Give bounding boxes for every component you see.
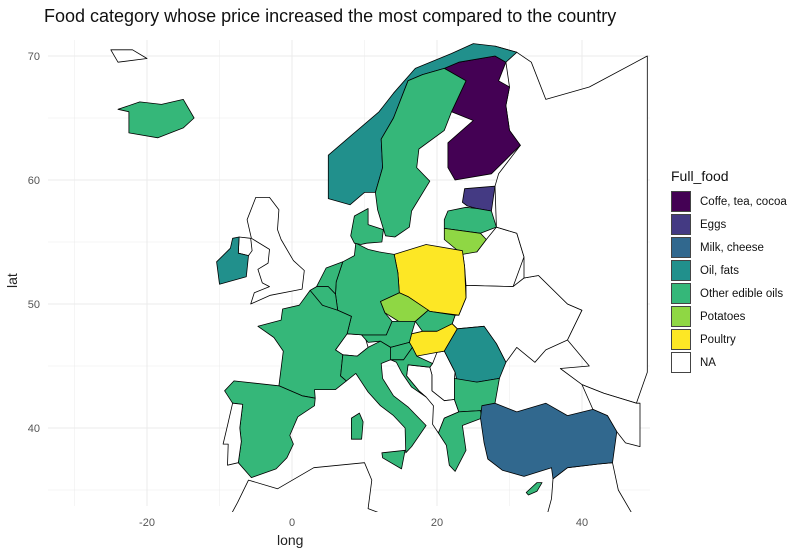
country-romania [443, 325, 507, 383]
country-united-kingdom [246, 196, 305, 305]
axis-ticks: -20 0 20 40 40 50 60 70 [28, 51, 588, 529]
country-north-africa [231, 462, 379, 512]
x-tick-label: -20 [139, 517, 155, 529]
legend-item: Potatoes [671, 305, 787, 328]
x-tick-label: 40 [576, 517, 588, 529]
y-tick-label: 70 [28, 51, 40, 63]
country-sicily [381, 449, 406, 470]
legend-label: NA [700, 356, 716, 369]
legend-item: Poultry [671, 328, 787, 351]
legend-label: Potatoes [700, 310, 746, 323]
y-tick-label: 40 [28, 423, 40, 435]
legend: Full_food Coffe, tea, cocoa Eggs Milk, che… [671, 168, 787, 374]
legend-swatch [671, 214, 691, 235]
legend-item: Coffe, tea, cocoa [671, 190, 787, 213]
country-iceland [117, 99, 195, 139]
legend-swatch [671, 260, 691, 281]
x-axis-label: long [277, 532, 304, 548]
country-croatia [390, 346, 434, 398]
legend-item: Eggs [671, 213, 787, 236]
y-tick-label: 60 [28, 175, 40, 187]
legend-item: Milk, cheese [671, 236, 787, 259]
legend-swatch [671, 352, 691, 373]
legend-label: Other edible oils [700, 287, 784, 300]
legend-label: Oil, fats [700, 264, 739, 277]
legend-label: Eggs [700, 218, 727, 231]
y-tick-label: 50 [28, 299, 40, 311]
country-france [257, 289, 352, 399]
country-austria [361, 320, 416, 348]
country-portugal [222, 402, 244, 466]
map-title: Food category whose price increased the … [44, 6, 617, 26]
country-hungary [408, 323, 458, 357]
x-tick-label: 0 [289, 517, 295, 529]
legend-item: Oil, fats [671, 259, 787, 282]
country-sardinia [350, 412, 364, 440]
legend-swatch [671, 283, 691, 304]
country-northern-ireland [237, 236, 253, 257]
legend-item: NA [671, 351, 787, 374]
country-cyprus [525, 482, 543, 496]
country-svalbard-frag [110, 49, 148, 63]
legend-swatch [671, 237, 691, 258]
country-turkey [480, 402, 618, 480]
x-tick-label: 20 [431, 517, 443, 529]
legend-label: Coffe, tea, cocoa [700, 195, 787, 208]
legend-label: Milk, cheese [700, 241, 764, 254]
country-greece [437, 410, 483, 472]
legend-swatch [671, 306, 691, 327]
country-russia [494, 45, 648, 404]
legend-title: Full_food [671, 168, 729, 184]
country-denmark [350, 208, 384, 245]
country-italy [340, 340, 427, 454]
country-ireland [216, 236, 249, 285]
legend-swatch [671, 329, 691, 350]
legend-label: Poultry [700, 333, 736, 346]
legend-item: Other edible oils [671, 282, 787, 305]
countries [110, 43, 648, 512]
legend-swatch [671, 191, 691, 212]
country-sweden [374, 68, 467, 238]
country-lithuania [443, 227, 487, 255]
